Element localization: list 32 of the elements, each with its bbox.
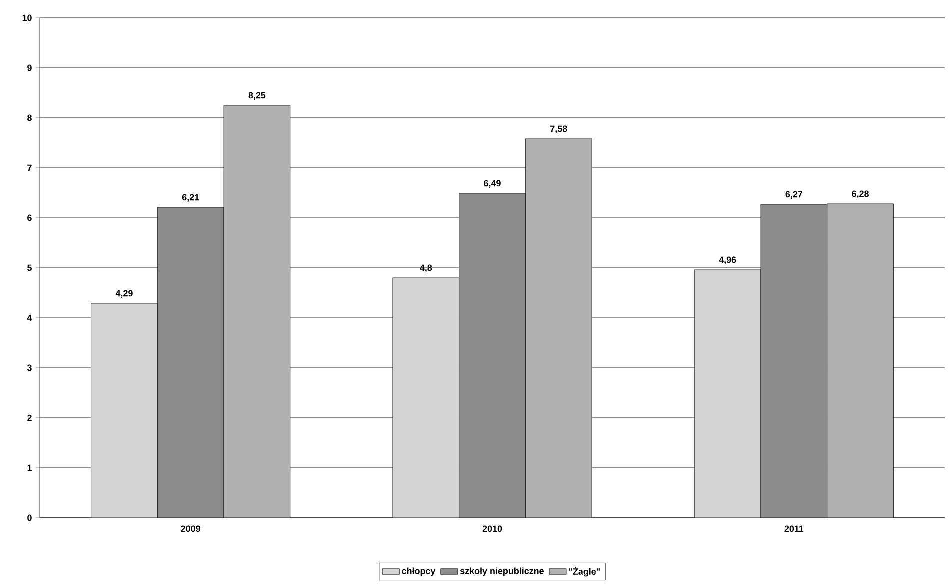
legend-label: "Żagle" bbox=[569, 567, 600, 577]
x-tick-label: 2010 bbox=[482, 526, 502, 532]
data-label: 4,29 bbox=[116, 290, 133, 298]
legend-label: chłopcy bbox=[402, 568, 436, 576]
y-tick-label: 4 bbox=[27, 314, 32, 322]
legend-label: szkoły niepubliczne bbox=[460, 568, 544, 576]
y-tick-label: 10 bbox=[22, 14, 32, 22]
data-label: 6,28 bbox=[852, 190, 869, 198]
bar bbox=[694, 270, 762, 518]
bar bbox=[827, 204, 894, 518]
bar bbox=[525, 138, 592, 518]
bar bbox=[224, 105, 291, 518]
y-tick-label: 8 bbox=[28, 114, 32, 122]
data-label: 6,49 bbox=[484, 180, 501, 188]
bar bbox=[91, 303, 158, 518]
data-label: 6,27 bbox=[786, 191, 803, 199]
data-label: 4,8 bbox=[420, 264, 432, 272]
y-tick-label: 7 bbox=[28, 164, 32, 172]
y-tick-label: 0 bbox=[28, 514, 32, 522]
y-tick-label: 5 bbox=[28, 264, 32, 272]
data-label: 7,58 bbox=[550, 126, 568, 134]
data-label: 4,96 bbox=[719, 256, 736, 264]
y-tick-label: 3 bbox=[27, 364, 32, 372]
y-tick-label: 6 bbox=[28, 214, 32, 222]
y-tick-label: 2 bbox=[28, 414, 32, 422]
data-label: 8,25 bbox=[248, 92, 266, 100]
bar bbox=[392, 278, 460, 518]
x-tick-label: 2011 bbox=[784, 526, 804, 532]
y-tick-label: 9 bbox=[28, 64, 32, 72]
data-label: 6,21 bbox=[182, 194, 200, 202]
x-tick-label: 2009 bbox=[181, 526, 200, 532]
y-tick-label: 1 bbox=[28, 464, 32, 472]
